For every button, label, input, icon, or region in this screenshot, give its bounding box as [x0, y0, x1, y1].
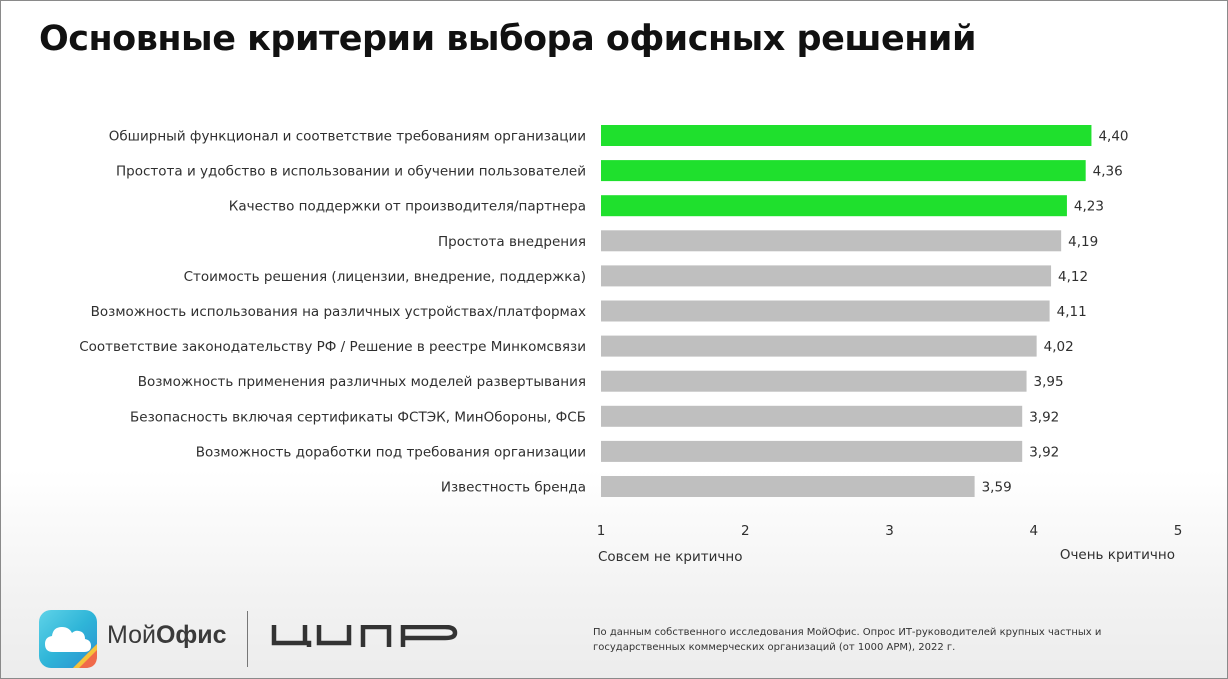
bar: [601, 440, 1023, 462]
category-label: Известность бренда: [441, 480, 586, 496]
category-label: Простота внедрения: [438, 234, 586, 250]
tsipr-logo: [271, 625, 458, 647]
bar: [601, 476, 975, 497]
category-label: Качество поддержки от производителя/парт…: [229, 199, 586, 215]
bar: [601, 370, 1027, 392]
data-label: 3,59: [982, 480, 1012, 496]
category-label: Безопасность включая сертификаты ФСТЭК, …: [130, 409, 586, 425]
x-high-label: Очень критично: [1060, 547, 1175, 563]
x-tick-label: 5: [1174, 523, 1183, 539]
data-label: 4,12: [1058, 269, 1088, 285]
bar: [601, 405, 1023, 427]
brand-name: МойОфис: [107, 621, 227, 650]
bar-chart: Обширный функционал и соответствие требо…: [79, 125, 1183, 565]
category-label: Стоимость решения (лицензии, внедрение, …: [184, 269, 586, 285]
brand-name-bold: Офис: [155, 621, 227, 649]
x-tick-label: 3: [885, 523, 894, 539]
page-title: Основные критерии выбора офисных решений: [39, 19, 976, 59]
data-label: 4,02: [1044, 339, 1074, 355]
data-label: 4,36: [1093, 164, 1123, 180]
data-label: 4,40: [1098, 129, 1128, 145]
bar: [601, 160, 1086, 182]
data-label: 3,95: [1034, 374, 1064, 390]
category-label: Возможность использования на различных у…: [91, 304, 586, 320]
footer-divider: [247, 611, 248, 667]
data-label: 3,92: [1029, 444, 1059, 460]
category-label: Возможность применения различных моделей…: [138, 374, 586, 390]
bar: [601, 195, 1067, 217]
x-low-label: Совсем не критично: [598, 549, 742, 565]
category-label: Возможность доработки под требования орг…: [196, 444, 586, 460]
x-tick-label: 1: [597, 523, 606, 539]
bar: [601, 335, 1037, 357]
category-label: Простота и удобство в использовании и об…: [116, 164, 586, 180]
bar: [601, 300, 1050, 322]
bar: [601, 125, 1092, 146]
data-label: 4,11: [1057, 304, 1087, 320]
bar: [601, 265, 1052, 287]
category-label: Обширный функционал и соответствие требо…: [109, 129, 586, 145]
bar: [601, 230, 1062, 252]
x-tick-label: 2: [741, 523, 750, 539]
x-tick-label: 4: [1029, 523, 1038, 539]
data-label: 3,92: [1029, 409, 1059, 425]
data-label: 4,19: [1068, 234, 1098, 250]
brand-name-regular: Мой: [107, 621, 156, 649]
data-label: 4,23: [1074, 199, 1104, 215]
source-note: По данным собственного исследования МойО…: [593, 627, 1102, 653]
myoffice-logo-icon: [39, 610, 97, 668]
category-label: Соответствие законодательству РФ / Решен…: [79, 339, 586, 355]
